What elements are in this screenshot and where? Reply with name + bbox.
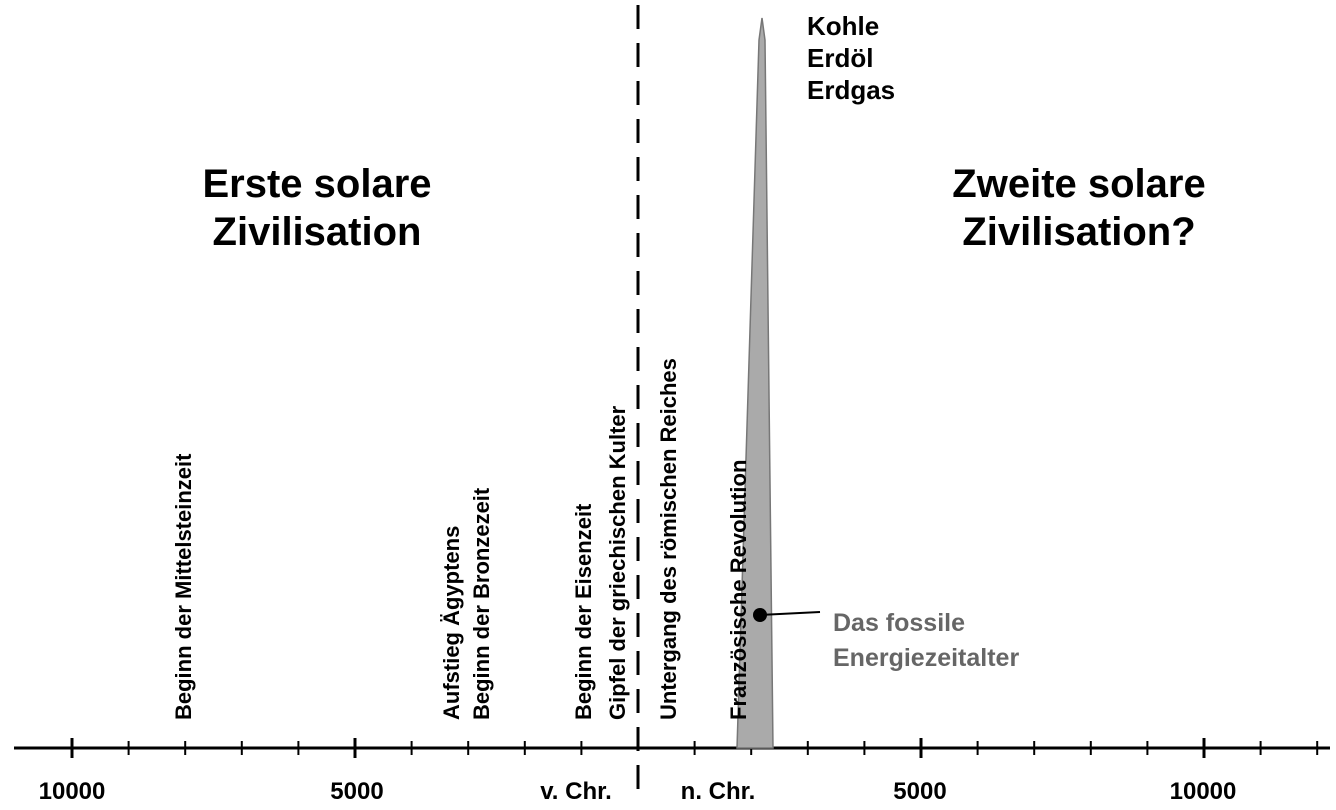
- event-label: Französische Revolution: [726, 460, 751, 720]
- right-title: Zivilisation?: [962, 210, 1195, 254]
- left-title: Zivilisation: [213, 210, 422, 254]
- fossil-peak: [736, 17, 774, 749]
- left-title: Erste solare: [202, 162, 431, 206]
- event-label: Gipfel der griechischen Kulter: [605, 405, 630, 720]
- fuel-label: Erdgas: [807, 75, 895, 105]
- event-label: Beginn der Eisenzeit: [571, 503, 596, 720]
- axis-label: 5000: [330, 778, 383, 805]
- axis-label: v. Chr.: [540, 778, 612, 805]
- fossil-pointer: [759, 611, 821, 616]
- axis-label: 10000: [1170, 778, 1237, 805]
- axis-label: n. Chr.: [681, 778, 756, 805]
- right-title: Zweite solare: [952, 162, 1205, 206]
- axis-label: 10000: [39, 778, 106, 805]
- fuel-label: Kohle: [807, 11, 879, 41]
- event-label: Aufstieg Ägyptens: [439, 526, 464, 720]
- event-label: Untergang des römischen Reiches: [656, 358, 681, 720]
- event-label: Beginn der Mittelsteinzeit: [171, 453, 196, 720]
- fossil-label: Energiezeitalter: [833, 644, 1019, 672]
- axis-label: 5000: [893, 778, 946, 805]
- fuel-label: Erdöl: [807, 43, 873, 73]
- event-label: Beginn der Bronzezeit: [469, 487, 494, 720]
- fossil-label: Das fossile: [833, 609, 965, 637]
